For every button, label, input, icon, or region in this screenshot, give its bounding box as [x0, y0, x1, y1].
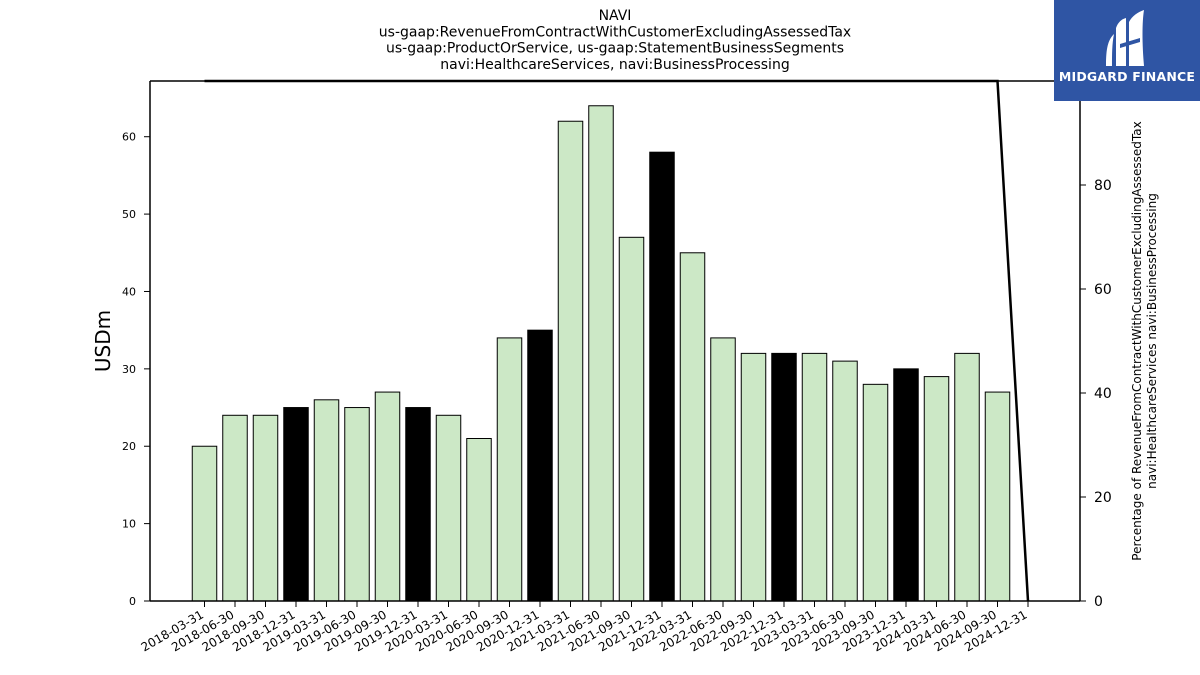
bar-2020-03-31: [435, 414, 462, 602]
chart-title: NAVIus-gaap:RevenueFromContractWithCusto…: [379, 8, 851, 73]
bar-2019-03-31: [313, 399, 340, 602]
bar-2024-06-30: [954, 352, 980, 602]
y-tick-label: 0: [129, 595, 136, 608]
y2-axis-ticks: 0 20 40 60 80: [1080, 178, 1112, 610]
bar-2024-03-31: [923, 376, 950, 602]
bar-2018-06-30: [222, 414, 248, 602]
bars: [191, 105, 1011, 602]
bar-2019-06-30: [344, 407, 370, 602]
bar-2023-12-31: [893, 368, 919, 602]
y2-tick-label: 40: [1094, 386, 1112, 402]
chart-title-line: NAVI: [599, 8, 632, 24]
bar-2023-03-31: [801, 352, 828, 602]
bar-2018-09-30: [252, 414, 279, 602]
y-tick-label: 60: [122, 131, 136, 144]
bar-2022-09-30: [740, 352, 767, 602]
chart-title-line: us-gaap:ProductOrService, us-gaap:Statem…: [386, 41, 844, 57]
bar-2021-09-30: [618, 236, 645, 602]
bar-2023-09-30: [862, 383, 889, 602]
y-axis-label: USDm: [91, 310, 115, 372]
bar-2022-03-31: [679, 252, 706, 602]
y-tick-label: 20: [122, 440, 136, 453]
bar-2022-06-30: [710, 337, 736, 602]
bar-2019-12-31: [405, 407, 431, 602]
bar-2020-09-30: [496, 337, 523, 602]
y-tick-label: 10: [122, 518, 136, 531]
y-axis-ticks: 0 10 20 30 40 50 60: [122, 131, 150, 608]
bar-2019-09-30: [374, 391, 401, 602]
y2-axis-label-line: navi:HealthcareServices navi:BusinessPro…: [1145, 193, 1159, 489]
y2-tick-label: 20: [1094, 490, 1112, 506]
bar-2024-09-30: [984, 391, 1011, 602]
bar-2018-03-31: [191, 445, 218, 602]
brand-logo: MIDGARD FINANCE: [1054, 0, 1200, 101]
bar-2021-06-30: [588, 105, 614, 602]
y2-tick-label: 0: [1094, 594, 1103, 610]
y2-tick-label: 80: [1094, 178, 1112, 194]
bar-2021-03-31: [557, 120, 584, 602]
chart-title-line: navi:HealthcareServices, navi:BusinessPr…: [440, 57, 789, 73]
chart-title-line: us-gaap:RevenueFromContractWithCustomerE…: [379, 24, 851, 40]
logo-text: MIDGARD FINANCE: [1058, 69, 1196, 84]
y-tick-label: 50: [122, 208, 136, 221]
bar-2022-12-31: [771, 352, 797, 602]
y2-axis-label: Percentage of RevenueFromContractWithCus…: [1130, 121, 1159, 560]
bar-2023-06-30: [832, 360, 858, 602]
bar-2021-12-31: [649, 151, 675, 602]
bar-2018-12-31: [283, 407, 309, 602]
bar-2020-12-31: [527, 329, 553, 602]
y2-axis-label-line: Percentage of RevenueFromContractWithCus…: [1130, 121, 1144, 560]
y2-tick-label: 60: [1094, 282, 1112, 298]
x-axis-ticks: 2018-03-312018-06-302018-09-302018-12-31…: [139, 601, 1030, 654]
axes: [149, 80, 1081, 602]
y-tick-label: 30: [122, 363, 136, 376]
logo-mark-icon: [1106, 10, 1144, 66]
bar-2020-06-30: [466, 438, 492, 602]
y-tick-label: 40: [122, 285, 136, 298]
